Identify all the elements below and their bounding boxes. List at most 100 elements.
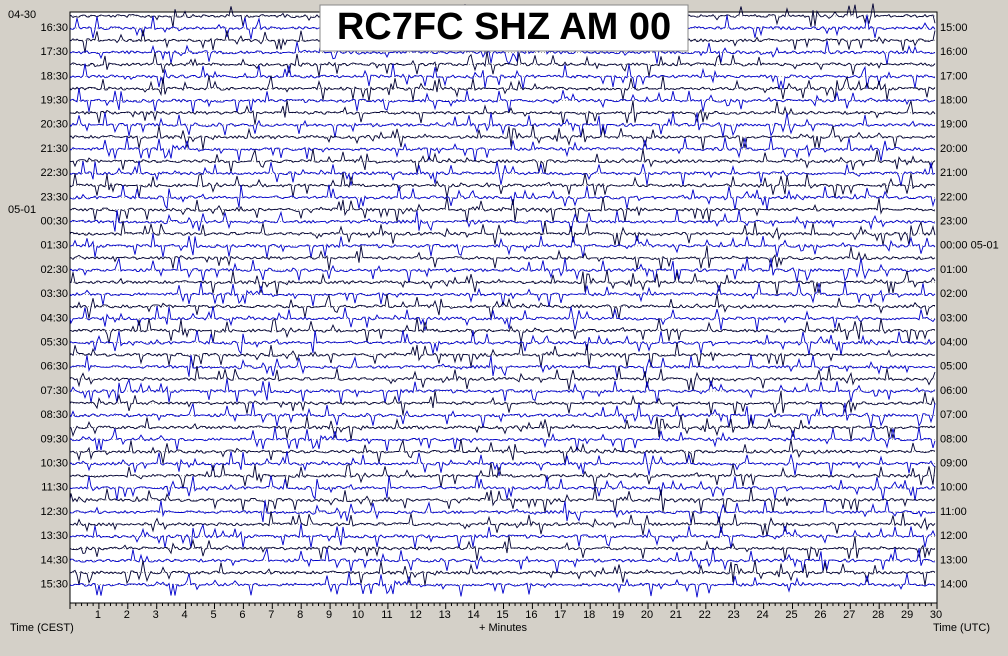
right-time: 06:00: [940, 385, 968, 397]
minute-label: 15: [496, 609, 508, 621]
trace: [69, 487, 936, 513]
minute-label: 28: [872, 609, 884, 621]
trace: [69, 402, 936, 428]
axis-label: Time (CEST): [10, 622, 74, 634]
trace: [69, 427, 936, 453]
trace: [69, 75, 936, 102]
right-time: 21:00: [940, 167, 968, 179]
trace: [69, 112, 936, 138]
trace: [69, 63, 936, 90]
left-time: 03:30: [40, 288, 68, 300]
trace: [69, 475, 936, 501]
left-time: 04:30: [40, 312, 68, 324]
date-label: 05-01: [8, 204, 36, 216]
right-time: 03:00: [940, 312, 968, 324]
left-time: 10:30: [40, 458, 68, 470]
title-box: [319, 4, 689, 52]
trace: [69, 184, 936, 211]
trace: [69, 124, 936, 150]
trace: [69, 535, 936, 561]
trace: [69, 160, 936, 187]
minute-label: 16: [525, 609, 537, 621]
left-time: 12:30: [40, 506, 68, 518]
trace: [69, 329, 936, 356]
trace: [69, 462, 936, 489]
minute-label: 5: [210, 609, 216, 621]
axis-label: + Minutes: [479, 622, 527, 634]
minute-label: 29: [901, 609, 913, 621]
right-time: 04:00: [940, 337, 968, 349]
minute-label: 7: [268, 609, 274, 621]
right-time: 07:00: [940, 409, 968, 421]
left-time: 16:30: [40, 22, 68, 34]
date-label: 04-30: [8, 9, 36, 21]
right-time: 09:00: [940, 458, 968, 470]
trace: [69, 572, 936, 598]
trace: [69, 560, 936, 586]
minute-label: 24: [756, 609, 768, 621]
right-time: 15:00: [940, 22, 968, 34]
left-time: 20:30: [40, 119, 68, 131]
trace: [69, 523, 936, 549]
left-time: 18:30: [40, 70, 68, 82]
trace: [69, 438, 936, 464]
right-time: 05:00: [940, 361, 968, 373]
trace: [69, 500, 936, 524]
minute-label: 27: [843, 609, 855, 621]
right-time: 20:00: [940, 143, 968, 155]
minute-label: 2: [124, 609, 130, 621]
minute-label: 9: [326, 609, 332, 621]
left-time: 06:30: [40, 361, 68, 373]
right-time: 02:00: [940, 288, 968, 300]
left-time: 15:30: [40, 579, 68, 591]
trace: [69, 196, 936, 223]
left-time: 14:30: [40, 554, 68, 566]
trace: [69, 148, 936, 174]
trace: [69, 390, 936, 416]
right-time: 08:00: [940, 433, 968, 445]
trace: [69, 257, 935, 283]
left-time: 23:30: [40, 191, 68, 203]
right-time: 01:00: [940, 264, 968, 276]
left-time: 21:30: [40, 143, 68, 155]
trace: [69, 220, 936, 246]
left-time: 11:30: [41, 482, 68, 494]
trace: [69, 172, 936, 198]
minute-label: 30: [930, 609, 942, 621]
right-time: 18:00: [940, 95, 968, 107]
left-time: 08:30: [40, 409, 68, 421]
left-time: 13:30: [40, 530, 68, 542]
minute-label: 3: [153, 609, 159, 621]
right-time: 19:00: [940, 119, 968, 131]
trace: [69, 378, 936, 404]
trace: [69, 305, 936, 332]
trace: [69, 366, 936, 392]
right-time: 11:00: [940, 506, 967, 518]
left-time: 00:30: [40, 216, 68, 228]
right-time: 23:00: [940, 216, 968, 228]
trace: [69, 415, 936, 441]
left-time: 07:30: [40, 385, 68, 397]
minute-label: 8: [297, 609, 303, 621]
right-time: 10:00: [940, 482, 968, 494]
minute-label: 20: [641, 609, 653, 621]
trace: [69, 547, 935, 574]
trace: [69, 342, 936, 368]
trace: [69, 87, 936, 113]
trace: [69, 51, 936, 77]
right-time: 13:00: [940, 554, 968, 566]
minute-label: 17: [554, 609, 566, 621]
minute-label: 13: [439, 609, 451, 621]
trace: [70, 233, 936, 259]
minute-label: 23: [728, 609, 740, 621]
trace: [69, 245, 936, 271]
right-time: 14:00: [940, 579, 968, 591]
left-time: 09:30: [40, 433, 68, 445]
right-time: 16:00: [940, 46, 968, 58]
minute-label: 11: [381, 609, 392, 621]
left-time: 19:30: [40, 95, 68, 107]
right-time: 00:00 05-01: [940, 240, 999, 252]
right-time: 17:00: [940, 70, 968, 82]
trace: [69, 209, 936, 233]
